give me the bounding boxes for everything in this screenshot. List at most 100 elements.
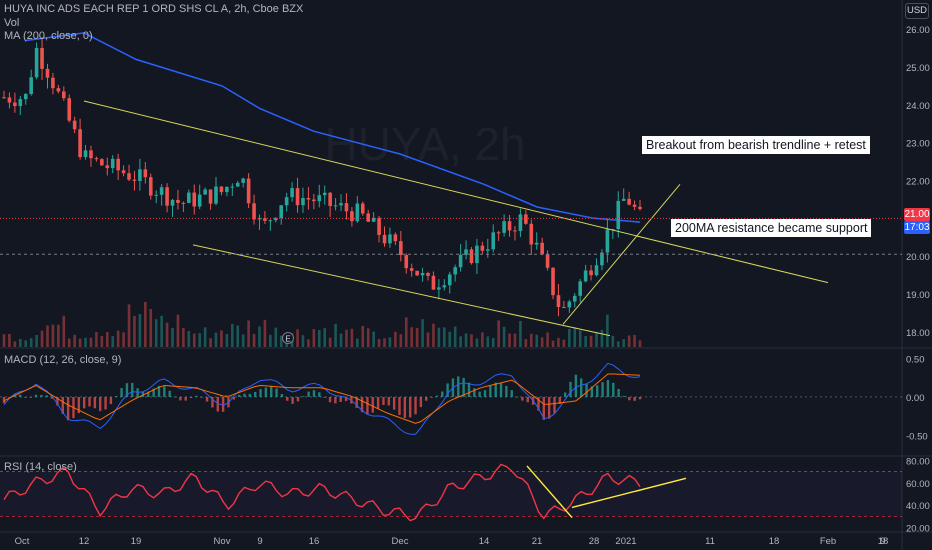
volume-bar	[361, 325, 365, 347]
macd-histogram-bar	[61, 396, 64, 415]
macd-histogram-bar	[232, 396, 236, 400]
volume-bar	[78, 338, 82, 347]
rsi-tick-label: 60.00	[906, 479, 930, 490]
candle-body	[45, 68, 50, 78]
candle-body	[94, 158, 99, 160]
macd-histogram-bar	[537, 396, 540, 411]
macd-histogram-bar	[131, 382, 134, 397]
macd-histogram-bar	[596, 385, 599, 397]
volume-bar	[2, 334, 6, 347]
price-tick-label: 23.00	[906, 139, 930, 150]
macd-legend: MACD (12, 26, close, 9)	[4, 354, 122, 366]
volume-bar	[165, 322, 169, 347]
rsi-legend: RSI (14, close)	[4, 461, 77, 473]
candle-body	[431, 275, 436, 290]
rsi-trendline-up	[571, 477, 687, 509]
currency-button[interactable]: USD	[905, 3, 929, 19]
candle-body	[295, 188, 300, 206]
macd-histogram-bar	[291, 396, 294, 404]
candle-body	[219, 186, 224, 193]
volume-bar	[274, 327, 278, 347]
rsi-line	[3, 463, 641, 522]
volume-bar	[638, 340, 642, 347]
macd-histogram-bar	[302, 396, 305, 398]
candle-body	[127, 173, 131, 180]
macd-histogram-bar	[104, 396, 107, 410]
macd-histogram-bar	[515, 396, 519, 398]
macd-histogram-bar	[526, 396, 529, 403]
candle-body	[344, 203, 349, 212]
candle-body	[241, 178, 245, 183]
candle-body	[355, 203, 360, 222]
time-tick-label: 2021	[615, 536, 636, 547]
macd-histogram-bar	[360, 396, 364, 413]
volume-bar	[383, 338, 386, 347]
volume-bar	[62, 315, 66, 347]
macd-histogram-bar	[478, 391, 481, 397]
macd-histogram-bar	[558, 396, 562, 404]
time-tick-label: 11	[705, 536, 715, 547]
macd-histogram-bar	[612, 382, 615, 397]
candle-body	[600, 252, 604, 266]
volume-bar	[404, 317, 408, 347]
candle-body	[192, 192, 197, 207]
volume-bar	[421, 319, 424, 347]
candle-body	[366, 213, 371, 222]
candle-body	[121, 170, 126, 174]
volume-bar	[84, 337, 87, 347]
macd-histogram-bar	[120, 388, 123, 397]
candle-body	[138, 169, 142, 181]
time-tick-label: 18	[769, 536, 780, 547]
candle-body	[72, 120, 77, 130]
candle-body	[197, 194, 202, 207]
volume-bar	[24, 340, 28, 347]
candle-body	[420, 272, 425, 276]
volume-bar	[312, 329, 316, 347]
macd-histogram-bar	[441, 391, 444, 397]
candle-body	[377, 217, 381, 235]
volume-bar	[209, 338, 212, 347]
macd-histogram-bar	[419, 396, 423, 408]
candle-body	[154, 194, 159, 196]
candle-body	[469, 249, 474, 264]
volume-bar	[616, 341, 620, 347]
volume-bar	[508, 333, 511, 347]
macd-histogram-bar	[483, 390, 487, 397]
macd-histogram-bar	[189, 396, 193, 399]
macd-histogram-bar	[590, 386, 594, 397]
volume-bar	[263, 319, 267, 347]
candle-body	[284, 197, 289, 206]
candle-body	[616, 200, 621, 230]
candle-body	[18, 99, 23, 107]
macd-histogram-bar	[147, 391, 150, 397]
macd-histogram-bar	[387, 396, 391, 406]
macd-histogram-bar	[617, 389, 620, 397]
candle-body	[572, 295, 577, 302]
volume-bar	[198, 333, 201, 347]
macd-histogram-bar	[280, 394, 284, 397]
macd-histogram-bar	[24, 396, 27, 398]
candle-body	[485, 249, 490, 251]
candle-body	[437, 287, 441, 290]
volume-bar	[176, 314, 180, 347]
volume-bar	[432, 323, 435, 347]
macd-histogram-bar	[499, 382, 503, 397]
volume-bar	[546, 332, 549, 347]
volume-bar	[73, 334, 76, 347]
macd-histogram-bar	[606, 379, 610, 397]
candle-body	[257, 218, 262, 220]
rsi-trendline-down	[526, 465, 573, 519]
candle-body	[371, 217, 376, 222]
volume-bar	[464, 333, 468, 347]
candle-body	[83, 150, 88, 158]
candle-body	[263, 218, 267, 221]
candle-body	[317, 195, 322, 202]
macd-histogram-bar	[462, 377, 465, 397]
volume-bar	[241, 334, 245, 347]
macd-histogram-bar	[435, 395, 439, 397]
volume-bar	[529, 333, 533, 347]
volume-bar	[51, 324, 55, 347]
macd-histogram-bar	[221, 396, 225, 412]
earnings-marker	[282, 332, 294, 344]
